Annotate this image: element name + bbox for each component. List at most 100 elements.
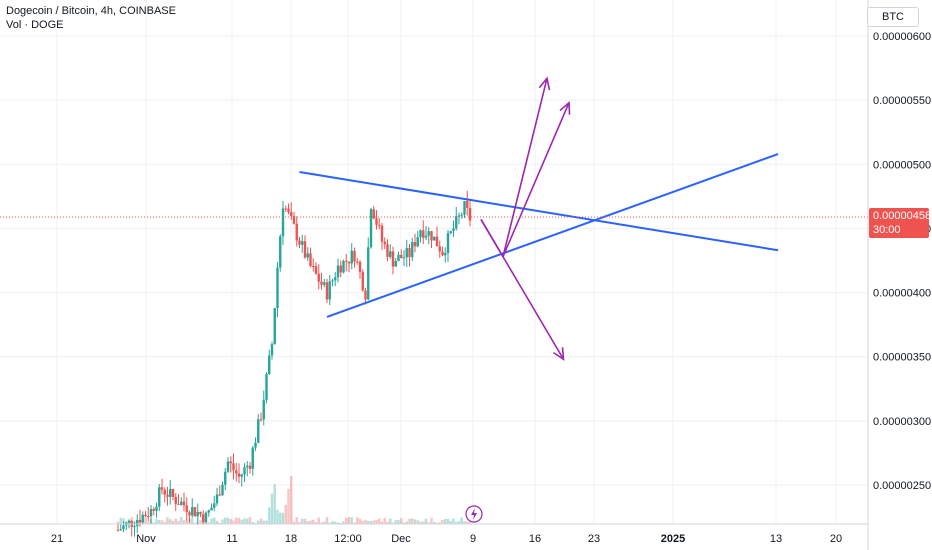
candle-body — [301, 241, 304, 245]
candle-body — [243, 467, 246, 475]
candle-body — [295, 223, 298, 241]
volume-bar — [314, 522, 318, 524]
candle-body — [292, 216, 296, 224]
candle-body — [468, 207, 472, 221]
volume-bar — [281, 512, 285, 524]
volume-bar — [356, 517, 359, 524]
volume-bar — [463, 521, 466, 524]
candle-body — [353, 250, 356, 262]
volume-bar — [386, 521, 389, 524]
volume-bar — [375, 519, 378, 524]
candle-body — [226, 461, 230, 472]
y-tick-label: 0.00000600 — [873, 31, 931, 43]
candle-body — [185, 505, 188, 513]
volume-bar — [287, 488, 290, 524]
candle-body — [411, 242, 414, 258]
projection-arrow-up-2-head — [559, 101, 571, 115]
trendline-upper[interactable] — [299, 170, 779, 252]
candle-body — [455, 216, 458, 229]
volume-bar — [152, 522, 155, 524]
volume-bar — [411, 518, 414, 524]
projection-arrow-down[interactable] — [480, 219, 565, 360]
volume-bar — [422, 521, 425, 524]
volume-bar — [303, 518, 307, 524]
candle-body — [116, 529, 120, 531]
x-tick-label: 9 — [470, 533, 476, 545]
volume-bar — [427, 522, 430, 524]
candle-body — [325, 282, 329, 300]
volume-bar — [378, 518, 381, 524]
candle-body — [378, 224, 381, 226]
volume-bar — [235, 517, 238, 524]
candle-body — [136, 519, 139, 527]
projection-arrow-up-1[interactable] — [502, 78, 548, 257]
candle-body — [361, 271, 364, 291]
candle-body — [460, 214, 463, 216]
candle-body — [424, 235, 428, 238]
candle-body — [251, 447, 254, 469]
volume-bar — [466, 521, 469, 524]
currency-badge[interactable]: BTC — [867, 7, 919, 27]
volume-bar — [166, 517, 169, 524]
volume-bar — [336, 522, 340, 524]
volume-label: Vol · DOGE — [6, 19, 64, 31]
candle-body — [158, 487, 161, 507]
candle-body — [345, 260, 348, 262]
candle-body — [155, 506, 158, 511]
candle-body — [394, 261, 397, 267]
candle-body — [372, 209, 375, 219]
volume-bar — [279, 512, 282, 524]
candle-body — [383, 241, 386, 245]
volume-bar — [367, 520, 370, 524]
x-tick-label: Dec — [391, 533, 411, 545]
volume-bar — [438, 522, 441, 524]
candle-body — [422, 230, 425, 238]
volume-bar — [317, 517, 320, 524]
x-tick-label: 12:00 — [334, 533, 362, 545]
projection-arrow-up-2[interactable] — [502, 102, 570, 257]
candle-body — [196, 512, 199, 517]
candle-body — [147, 516, 150, 518]
candle-body — [279, 236, 282, 268]
candle-body — [438, 246, 441, 252]
candle-body — [408, 247, 411, 258]
volume-bar — [325, 517, 329, 524]
volume-bar — [309, 520, 312, 524]
candle-body — [221, 484, 224, 496]
candle-body — [248, 465, 252, 469]
volume-bar — [397, 520, 400, 524]
y-tick-label: 0.00000550 — [873, 95, 931, 107]
candle-body — [334, 277, 337, 281]
y-tick-label: 0.00000300 — [873, 416, 931, 428]
candle-body — [356, 261, 359, 263]
candle-body — [444, 252, 447, 256]
candle-body — [397, 254, 400, 262]
volume-bar — [273, 484, 276, 524]
candle-body — [246, 465, 249, 468]
volume-bar — [246, 518, 249, 524]
lightning-icon[interactable] — [465, 505, 483, 523]
candle-body — [144, 514, 147, 517]
volume-bar — [193, 522, 197, 524]
volume-bar — [185, 521, 188, 524]
volume-bar — [331, 521, 334, 524]
last-price-value: 0.00000458 — [873, 210, 932, 222]
candle-body — [193, 507, 197, 517]
x-tick-label: 2025 — [661, 533, 685, 545]
trendline-lower[interactable] — [326, 153, 779, 318]
chart-header: Dogecoin / Bitcoin, 4h, COINBASE Vol · D… — [6, 5, 176, 31]
x-tick-label: Nov — [136, 533, 156, 545]
y-tick-label: 0.00000500 — [873, 159, 931, 171]
candle-body — [441, 251, 444, 256]
candle-body — [347, 261, 351, 264]
candle-body — [257, 419, 260, 443]
x-tick-label: 13 — [770, 533, 782, 545]
y-tick-label: 0.00000400 — [873, 288, 931, 300]
volume-bar — [457, 520, 461, 524]
candle-body — [320, 281, 323, 285]
volume-bar — [163, 522, 166, 524]
volume-bar — [218, 522, 221, 524]
candle-body — [204, 512, 208, 523]
candle-body — [210, 507, 213, 511]
